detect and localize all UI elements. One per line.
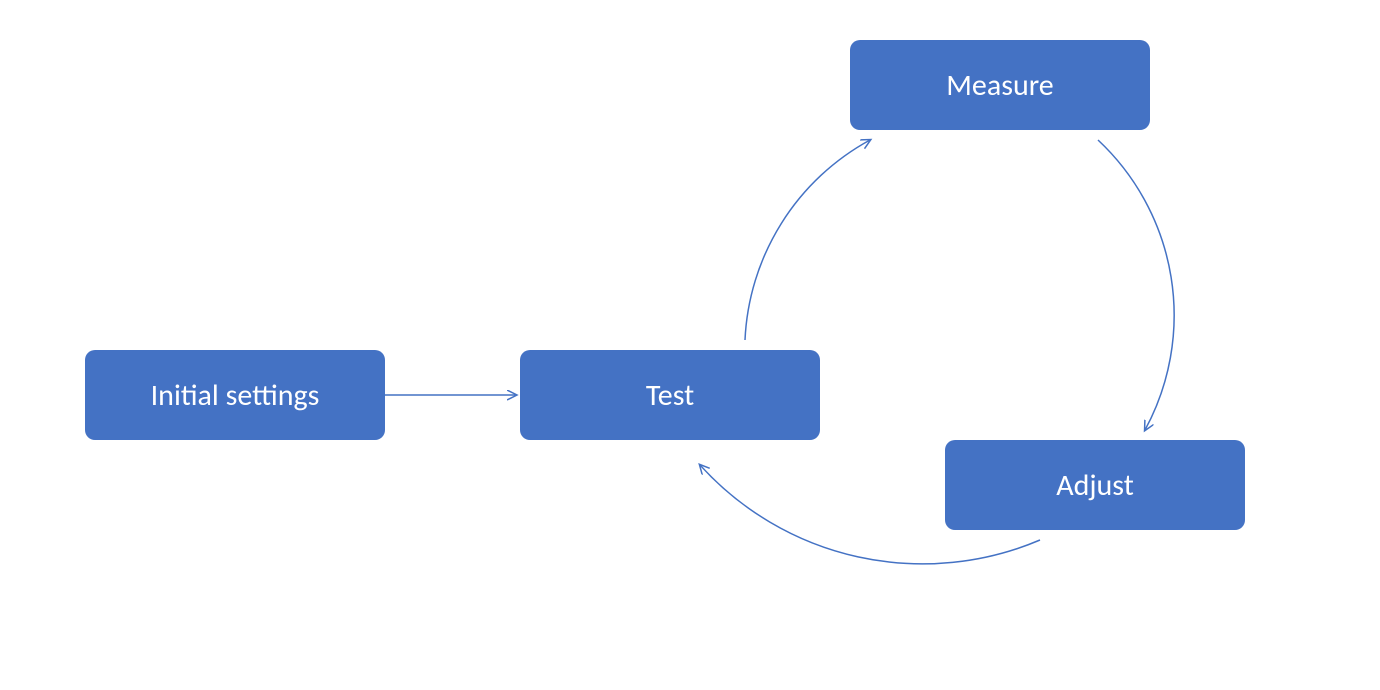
node-measure-label: Measure bbox=[946, 67, 1053, 104]
edge-e-test-measure bbox=[745, 140, 870, 340]
node-initial-label: Initial settings bbox=[151, 377, 320, 414]
node-test-label: Test bbox=[646, 377, 694, 414]
node-measure: Measure bbox=[850, 40, 1150, 130]
node-adjust: Adjust bbox=[945, 440, 1245, 530]
edge-e-measure-adjust bbox=[1098, 140, 1174, 430]
node-initial: Initial settings bbox=[85, 350, 385, 440]
edges-layer bbox=[0, 0, 1380, 690]
node-adjust-label: Adjust bbox=[1056, 467, 1134, 504]
node-test: Test bbox=[520, 350, 820, 440]
